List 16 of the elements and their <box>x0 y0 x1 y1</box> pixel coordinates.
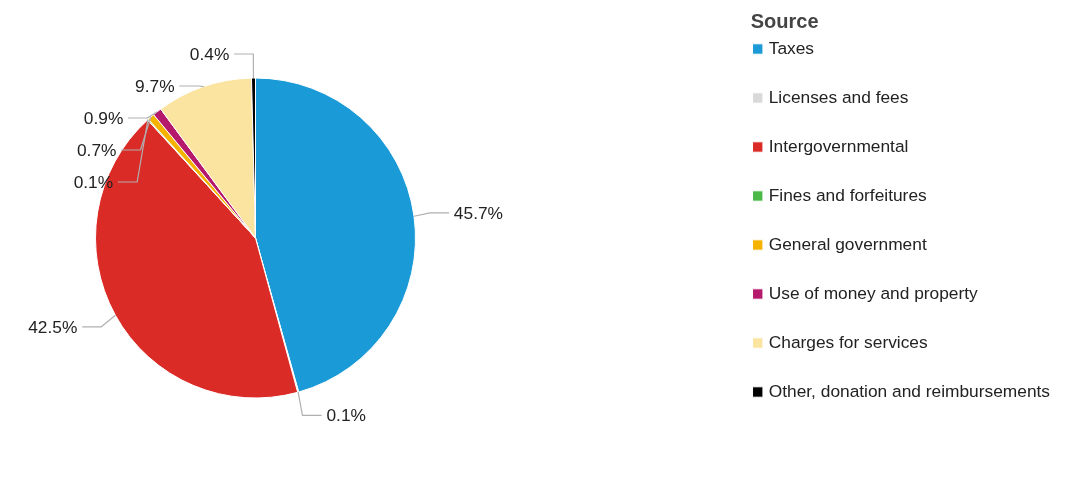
legend-label: Use of money and property <box>768 283 978 304</box>
legend-label: Intergovernmental <box>768 136 909 157</box>
legend-label: Licenses and fees <box>768 87 909 108</box>
legend-label: Fines and forfeitures <box>768 185 927 206</box>
data-label: 0.7% <box>76 140 117 161</box>
data-label: 0.4% <box>189 44 230 65</box>
legend-label: Charges for services <box>768 332 928 353</box>
data-label: 42.5% <box>28 316 78 337</box>
legend-label: General government <box>768 234 927 255</box>
data-label: 0.1% <box>326 405 366 426</box>
data-label: 45.7% <box>453 202 503 223</box>
legend-title: Source <box>750 10 820 33</box>
data-label: 0.9% <box>83 108 124 129</box>
legend-label: Taxes <box>768 38 815 59</box>
data-label: 9.7% <box>135 76 175 97</box>
legend-label: Other, donation and reimbursements <box>768 381 1050 402</box>
